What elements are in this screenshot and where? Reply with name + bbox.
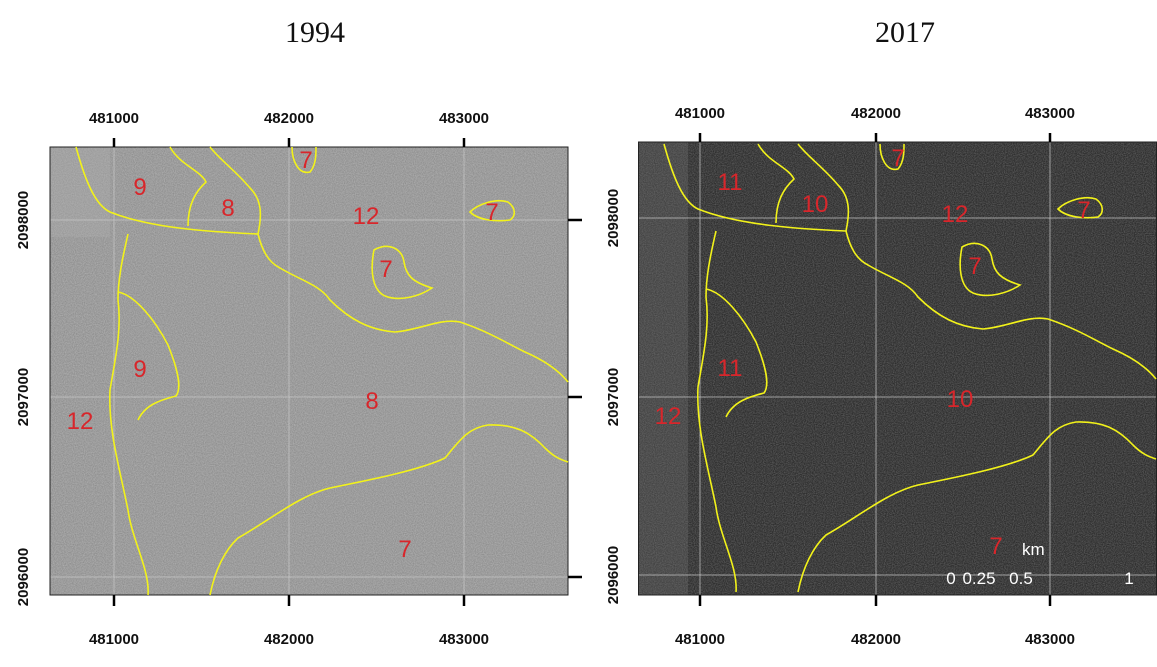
x-tick-label: 482000 (851, 631, 901, 648)
zone-label: 12 (942, 201, 969, 228)
scale-label: 0 (946, 569, 955, 588)
axis-labels: 481000 482000 483000 481000 482000 48300… (605, 105, 1075, 648)
zone-label: 7 (485, 199, 498, 226)
zone-label: 10 (802, 191, 829, 218)
scale-label: 0.5 (1009, 569, 1033, 588)
x-tick-label: 483000 (439, 110, 489, 127)
scale-bar: km 0 0.25 0.5 1 (946, 540, 1134, 617)
scale-label: 0.25 (962, 569, 995, 588)
x-tick-label: 482000 (264, 110, 314, 127)
grid (50, 147, 568, 595)
zone-label: 7 (379, 256, 392, 283)
axis-labels: 481000 482000 483000 481000 482000 48300… (15, 110, 489, 648)
zone-label: 12 (67, 408, 94, 435)
x-tick-label: 482000 (264, 631, 314, 648)
zone-label: 7 (968, 253, 981, 280)
zone-boundaries (75, 146, 569, 596)
imagery-patch (638, 142, 688, 595)
panel-title: 1994 (285, 16, 345, 49)
x-tick-label: 481000 (675, 631, 725, 648)
zone-label: 9 (133, 174, 146, 201)
scale-bar-line (951, 604, 1132, 617)
y-tick-label: 2097000 (605, 368, 622, 426)
x-tick-label: 482000 (851, 105, 901, 122)
zone-label: 7 (299, 147, 312, 174)
frame (49, 146, 569, 596)
zone-label: 10 (947, 386, 974, 413)
zone-labels: 9 8 7 12 7 7 9 8 12 7 (67, 147, 499, 563)
zone-label: 8 (221, 195, 234, 222)
zone-label: 7 (891, 145, 904, 172)
zone-label: 11 (718, 169, 743, 196)
tick-marks (698, 133, 1052, 606)
zone-label: 7 (398, 536, 411, 563)
imagery-texture (50, 147, 568, 595)
x-tick-label: 481000 (89, 631, 139, 648)
zone-label: 11 (718, 355, 743, 382)
zone-labels: 11 10 7 12 7 7 11 10 12 7 (655, 145, 1091, 560)
y-tick-label: 2098000 (15, 191, 32, 249)
x-tick-label: 483000 (1025, 631, 1075, 648)
x-tick-label: 481000 (675, 105, 725, 122)
y-tick-label: 2097000 (15, 368, 32, 426)
panel-title: 2017 (875, 16, 935, 49)
zone-label: 12 (353, 203, 380, 230)
scale-unit: km (1022, 540, 1045, 559)
x-tick-label: 481000 (89, 110, 139, 127)
x-tick-label: 483000 (1025, 105, 1075, 122)
zone-label: 9 (133, 356, 146, 383)
tick-marks (112, 138, 582, 606)
x-tick-label: 483000 (439, 631, 489, 648)
y-tick-label: 2098000 (605, 189, 622, 247)
y-tick-label: 2096000 (15, 548, 32, 606)
zone-label: 7 (1077, 197, 1090, 224)
scale-label: 1 (1124, 569, 1133, 588)
y-tick-label: 2096000 (605, 546, 622, 604)
map-panel: 11 10 7 12 7 7 11 10 12 7 km 0 0.25 0.5 … (605, 105, 1157, 648)
zone-label: 12 (655, 403, 682, 430)
map-panel: 9 8 7 12 7 7 9 8 12 7 481000 482000 4830… (15, 110, 582, 648)
zone-label: 7 (989, 533, 1002, 560)
zone-label: 8 (365, 388, 378, 415)
